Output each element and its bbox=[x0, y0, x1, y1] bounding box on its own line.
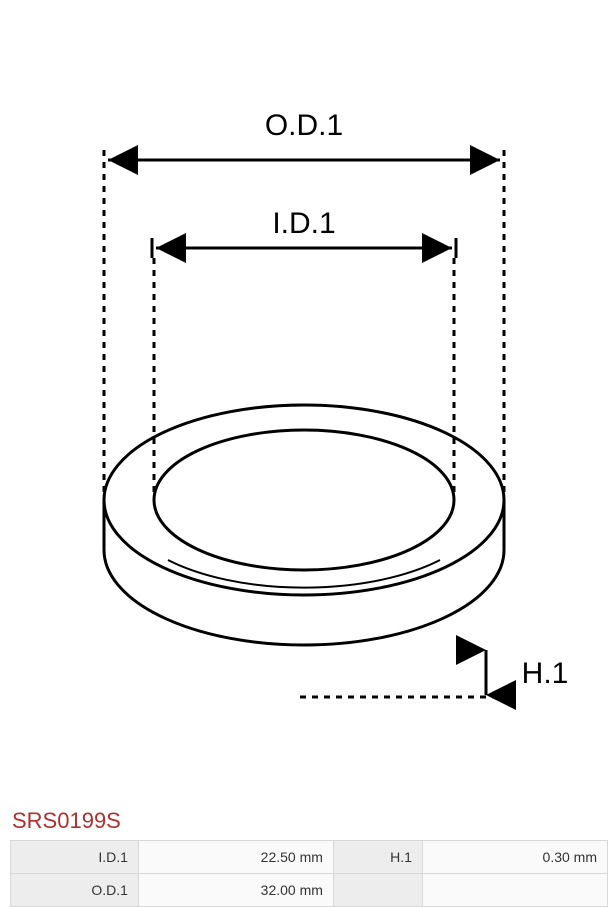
spec-label: O.D.1 bbox=[11, 874, 139, 907]
spec-label bbox=[333, 874, 422, 907]
spec-value: 22.50 mm bbox=[138, 841, 333, 874]
table-row: O.D.1 32.00 mm bbox=[11, 874, 608, 907]
id-label: I.D.1 bbox=[272, 207, 335, 240]
table-row: I.D.1 22.50 mm H.1 0.30 mm bbox=[11, 841, 608, 874]
h-label: H.1 bbox=[522, 657, 569, 690]
spec-table: I.D.1 22.50 mm H.1 0.30 mm O.D.1 32.00 m… bbox=[10, 840, 608, 907]
spec-value bbox=[422, 874, 607, 907]
spec-value: 0.30 mm bbox=[422, 841, 607, 874]
od-label: O.D.1 bbox=[265, 109, 343, 142]
spec-label: I.D.1 bbox=[11, 841, 139, 874]
spec-label: H.1 bbox=[333, 841, 422, 874]
ring-diagram: O.D.1 I.D.1 bbox=[0, 0, 608, 800]
part-number: SRS0199S bbox=[0, 800, 608, 840]
spec-value: 32.00 mm bbox=[138, 874, 333, 907]
